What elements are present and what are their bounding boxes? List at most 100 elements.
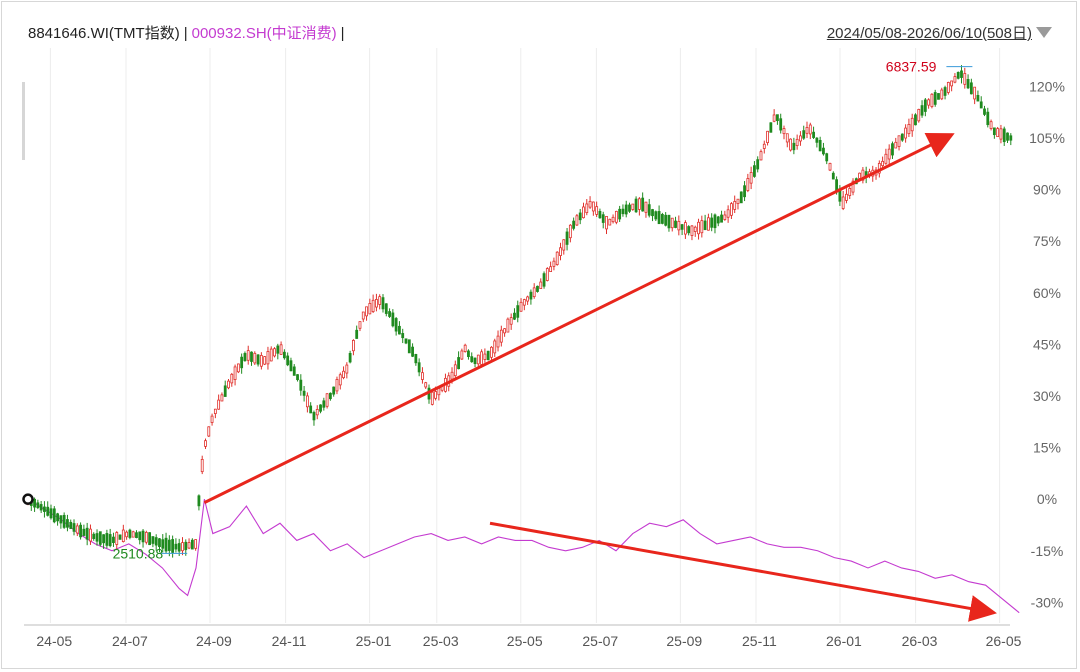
- candle: [772, 114, 776, 122]
- candle: [762, 143, 766, 149]
- candle: [687, 226, 691, 234]
- candle: [756, 159, 760, 170]
- x-tick-label: 26-05: [986, 633, 1022, 649]
- candle: [75, 525, 79, 534]
- candle: [194, 539, 198, 549]
- candle: [404, 338, 408, 344]
- series-line-consumer: [27, 498, 1020, 614]
- candle: [999, 128, 1003, 140]
- y-tick-label: 75%: [1033, 233, 1061, 249]
- candle: [753, 165, 756, 177]
- candle: [637, 198, 641, 210]
- candle: [805, 127, 809, 134]
- candle: [493, 340, 497, 354]
- candle: [384, 303, 388, 314]
- candle: [785, 133, 789, 143]
- candle: [332, 386, 336, 395]
- candle: [917, 108, 921, 122]
- candle: [470, 356, 474, 363]
- candle: [305, 395, 309, 408]
- candle: [526, 296, 530, 302]
- y-tick-label: 15%: [1033, 440, 1061, 456]
- candle: [338, 374, 342, 386]
- candle: [480, 351, 484, 365]
- x-tick-label: 25-01: [356, 633, 392, 649]
- candle: [677, 220, 681, 231]
- candle: [92, 533, 96, 539]
- candle: [177, 543, 181, 552]
- candle: [161, 539, 165, 549]
- candle: [795, 138, 799, 147]
- scroll-handle[interactable]: [22, 82, 25, 160]
- candle: [197, 495, 201, 507]
- candle: [700, 220, 704, 234]
- candle: [167, 539, 171, 551]
- candle: [631, 203, 635, 210]
- x-tick-label: 25-05: [507, 633, 543, 649]
- legend-series-consumer[interactable]: 000932.SH(中证消费): [191, 25, 337, 42]
- candle: [611, 216, 615, 223]
- candle: [348, 353, 352, 363]
- candle: [273, 348, 276, 357]
- candle: [473, 357, 477, 365]
- candle: [848, 188, 852, 196]
- candle: [243, 353, 247, 362]
- candle: [923, 99, 927, 112]
- candle: [158, 538, 161, 548]
- candle: [641, 197, 645, 212]
- candle: [861, 169, 865, 181]
- candle: [960, 70, 963, 78]
- candle: [414, 354, 418, 364]
- candle: [963, 73, 967, 85]
- date-range-selector[interactable]: 2024/05/08-2026/06/10(508日): [826, 25, 1032, 42]
- candle: [539, 281, 543, 289]
- candle: [568, 224, 572, 239]
- legend-separator: |: [183, 25, 188, 42]
- candle: [730, 203, 733, 216]
- candle: [976, 94, 980, 102]
- candle: [582, 206, 585, 219]
- candle: [654, 211, 658, 220]
- candle: [713, 214, 717, 229]
- candle: [680, 224, 684, 230]
- chevron-down-icon[interactable]: [1036, 27, 1052, 38]
- candle: [532, 287, 536, 298]
- x-tick-label: 25-09: [666, 633, 702, 649]
- candle: [549, 266, 553, 272]
- x-tick-label: 25-03: [423, 633, 459, 649]
- candle: [628, 204, 631, 212]
- candle: [125, 531, 129, 538]
- candle: [463, 344, 467, 353]
- candle: [62, 514, 66, 528]
- candle: [135, 532, 138, 538]
- candle: [66, 519, 69, 528]
- trend-arrow: [203, 133, 955, 504]
- candle: [417, 362, 421, 373]
- candle: [779, 118, 783, 131]
- candle: [282, 351, 286, 359]
- candle: [72, 523, 76, 532]
- candle: [325, 393, 329, 407]
- candle: [328, 392, 332, 400]
- candle: [598, 210, 602, 219]
- candle: [375, 299, 378, 308]
- candle: [105, 533, 109, 546]
- candle: [815, 137, 819, 143]
- candle: [95, 533, 99, 542]
- candle: [56, 513, 59, 522]
- candle: [683, 222, 687, 235]
- candle: [588, 200, 592, 208]
- candle: [184, 541, 188, 551]
- candle: [986, 111, 990, 126]
- y-tick-label: 120%: [1029, 78, 1065, 94]
- candle: [513, 312, 516, 320]
- legend-series-tmt[interactable]: 8841646.WI(TMT指数): [28, 25, 180, 42]
- candle: [259, 355, 263, 367]
- candle: [897, 135, 901, 147]
- candle: [720, 214, 723, 223]
- candle: [388, 311, 391, 317]
- candle: [585, 203, 589, 214]
- candle: [891, 143, 894, 156]
- candle: [822, 147, 825, 155]
